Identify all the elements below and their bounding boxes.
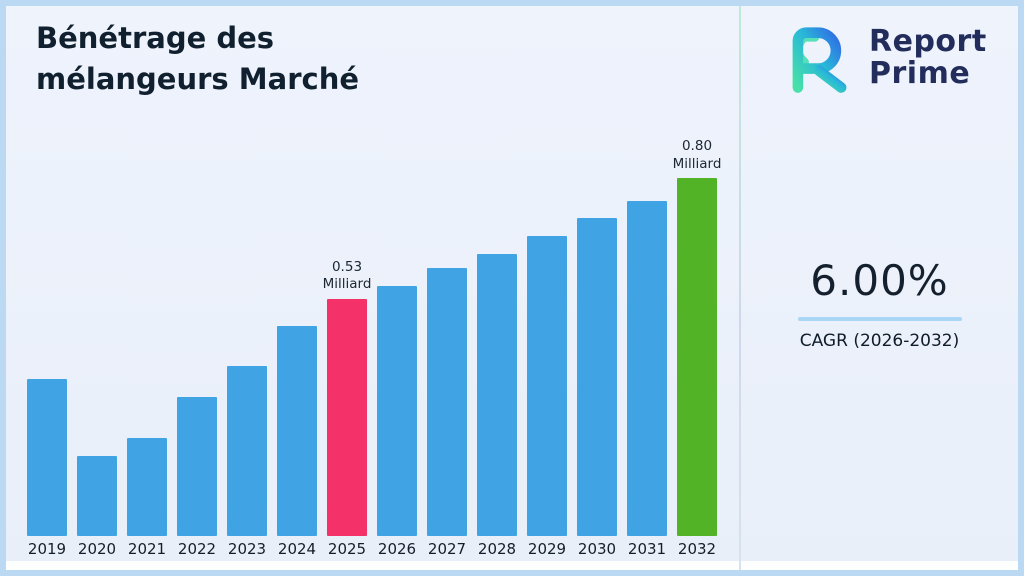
bar-column-2027 (422, 138, 472, 536)
x-tick-2021: 2021 (127, 540, 167, 558)
bar-2031 (627, 201, 667, 536)
x-tick-2031: 2031 (627, 540, 667, 558)
bar-2021 (127, 438, 167, 536)
bar-column-2029 (522, 138, 572, 536)
x-tick-2030: 2030 (577, 540, 617, 558)
bar-column-2030 (572, 138, 622, 536)
bar-column-2019 (22, 138, 72, 536)
x-tick-2020: 2020 (77, 540, 117, 558)
bar-column-2023 (222, 138, 272, 536)
bar-2022 (177, 397, 217, 536)
cagr-underline (797, 317, 962, 321)
chart-x-labels: 2019 2020 2021 2022 2023 2024 2025 2026 2027 2028… (22, 540, 722, 558)
bar-2026 (377, 286, 417, 536)
bar-2024 (277, 326, 317, 536)
logo-wordmark: Report Prime (869, 23, 987, 91)
bar-2029 (527, 236, 567, 536)
x-tick-2027: 2027 (427, 540, 467, 558)
chart-plot: 0.53 Milliard 0.80 Milliard (22, 138, 722, 536)
cagr-stat-block: 6.00% CAGR (2026-2032) (741, 256, 1018, 351)
bar-column-2025: 0.53 Milliard (322, 138, 372, 536)
bar-2020 (77, 456, 117, 536)
logo-word-prime: Prime (869, 56, 971, 91)
bar-column-2022 (172, 138, 222, 536)
bar-2030 (577, 218, 617, 536)
cagr-value: 6.00% (810, 256, 949, 305)
bar-2028 (477, 254, 517, 536)
x-tick-2026: 2026 (377, 540, 417, 558)
bar-column-2028 (472, 138, 522, 536)
x-tick-2023: 2023 (227, 540, 267, 558)
right-panel: Report Prime 6.00% CAGR (2026-2032) (741, 6, 1018, 570)
bar-2027 (427, 268, 467, 536)
bar-column-2024 (272, 138, 322, 536)
bottom-strip (6, 561, 1018, 570)
bar-2032 (677, 178, 717, 536)
x-tick-2019: 2019 (27, 540, 67, 558)
bar-value-label-2032: 0.80 Milliard (672, 138, 722, 172)
report-prime-logo: Report Prime (781, 20, 987, 96)
page-title-line1: Bénétrage des (36, 21, 275, 55)
x-tick-2028: 2028 (477, 540, 517, 558)
bar-2025 (327, 299, 367, 536)
x-tick-2029: 2029 (527, 540, 567, 558)
page-title-line2: mélangeurs Marché (36, 61, 360, 96)
cagr-label: CAGR (2026-2032) (799, 331, 960, 351)
bar-column-2032: 0.80 Milliard (672, 138, 722, 536)
x-tick-2024: 2024 (277, 540, 317, 558)
x-tick-2032: 2032 (677, 540, 717, 558)
bar-column-2026 (372, 138, 422, 536)
section-divider (739, 6, 741, 570)
bar-column-2021 (122, 138, 172, 536)
bar-value-label-2025: 0.53 Milliard (322, 258, 372, 293)
report-prime-logo-icon (792, 27, 847, 93)
bar-column-2031 (622, 138, 672, 536)
x-tick-2022: 2022 (177, 540, 217, 558)
x-tick-2025: 2025 (327, 540, 367, 558)
bar-column-2020 (72, 138, 122, 536)
bar-2023 (227, 366, 267, 536)
bar-2019 (27, 379, 67, 536)
logo-word-report: Report (869, 23, 987, 59)
page-title: Bénétrage des mélangeurs Marché (36, 18, 516, 99)
